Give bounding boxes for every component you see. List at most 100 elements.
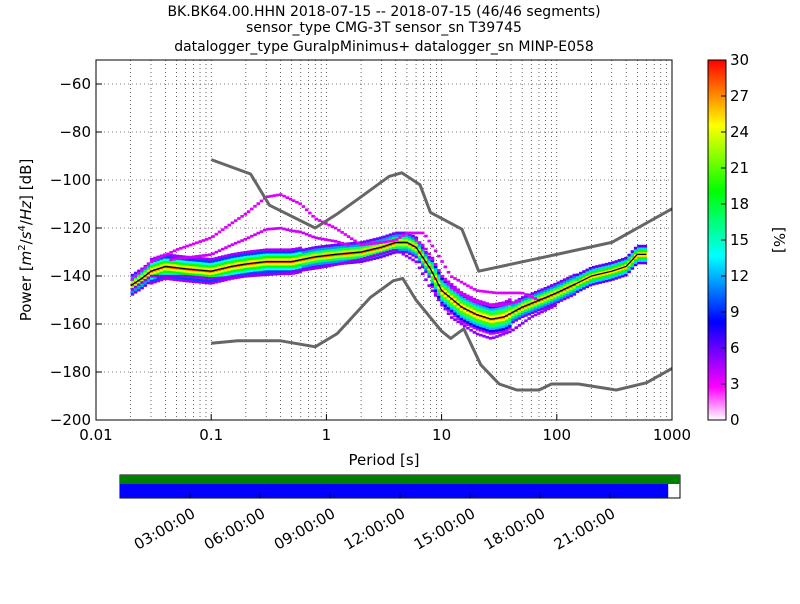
heatmap-cell <box>217 258 222 262</box>
heatmap-cell <box>469 324 473 328</box>
heatmap-cell <box>211 257 215 261</box>
heatmap-cell <box>491 304 496 308</box>
heatmap-cell <box>488 304 493 307</box>
heatmap-cell <box>169 261 173 264</box>
heatmap-cell <box>404 248 409 252</box>
heatmap-cell <box>453 285 457 289</box>
y-label-m: m <box>17 251 35 266</box>
colorbar-tick-label: 27 <box>730 87 749 105</box>
heatmap-cell <box>479 324 483 327</box>
heatmap-cell <box>414 253 419 257</box>
heatmap-cell <box>575 283 580 286</box>
heatmap-cell <box>185 270 190 273</box>
heatmap-cell <box>466 299 470 303</box>
heatmap-cell <box>562 297 567 301</box>
heatmap-cell <box>156 274 161 278</box>
heatmap-cell <box>462 309 467 313</box>
heatmap-cell <box>301 268 306 272</box>
heatmap-cell <box>524 309 528 312</box>
heatmap-cell <box>269 262 273 266</box>
heatmap-cell <box>311 260 315 264</box>
heatmap-cell <box>408 231 412 235</box>
heatmap-cell <box>453 292 457 296</box>
heatmap-cell <box>266 258 270 261</box>
heatmap-cell <box>179 255 183 258</box>
heatmap-cell <box>298 246 302 250</box>
heatmap-cell <box>391 232 396 236</box>
heatmap-cell <box>627 258 631 262</box>
heatmap-cell <box>566 293 570 297</box>
heatmap-cell <box>179 271 183 275</box>
heatmap-cell <box>253 274 257 277</box>
heatmap-cell <box>198 261 202 265</box>
heatmap-cell <box>237 256 241 260</box>
heatmap-cell <box>437 276 441 280</box>
heatmap-cell <box>162 272 167 276</box>
heatmap-cell <box>579 274 583 277</box>
heatmap-cell <box>324 261 328 265</box>
heatmap-cell <box>511 318 515 321</box>
heatmap-cell <box>150 274 154 278</box>
heatmap-cell <box>269 253 273 256</box>
heatmap-cell <box>233 275 238 279</box>
heatmap-cell <box>417 241 422 244</box>
heatmap-cell <box>195 256 199 260</box>
heatmap-cell <box>537 289 541 293</box>
heatmap-cell <box>220 255 225 259</box>
heatmap-cell <box>362 257 367 260</box>
heatmap-cell <box>398 243 402 247</box>
heatmap-cell <box>450 302 454 306</box>
heatmap-cell <box>314 266 319 270</box>
heatmap-cell <box>172 274 177 278</box>
heatmap-cell <box>214 256 219 260</box>
heatmap-cell <box>550 289 554 292</box>
heatmap-cell <box>395 243 399 247</box>
heatmap-cell <box>598 276 602 280</box>
heatmap-cell <box>304 268 309 272</box>
heatmap-cell <box>579 288 583 292</box>
heatmap-cell <box>491 327 496 330</box>
heatmap-cell <box>553 285 557 288</box>
heatmap-cell <box>366 242 370 246</box>
heatmap-cell <box>188 260 193 264</box>
heatmap-cell <box>230 272 235 275</box>
heatmap-cell <box>588 281 593 285</box>
heatmap-cell <box>369 238 373 242</box>
heatmap-cell <box>359 245 364 249</box>
heatmap-cell <box>340 247 344 251</box>
heatmap-cell <box>330 243 335 247</box>
heatmap-cell <box>617 259 622 262</box>
heatmap-cell <box>440 284 444 288</box>
heatmap-cell <box>188 272 193 276</box>
heatmap-cell <box>566 281 570 285</box>
heatmap-cell <box>614 262 619 266</box>
heatmap-cell <box>420 265 425 269</box>
y-label-s: s <box>17 231 35 239</box>
heatmap-cell <box>301 253 306 256</box>
heatmap-cell <box>269 250 273 254</box>
heatmap-cell <box>201 262 206 265</box>
heatmap-cell <box>611 263 615 267</box>
heatmap-cell <box>195 255 199 258</box>
heatmap-cell <box>550 306 554 309</box>
heatmap-cell <box>472 316 477 320</box>
heatmap-cell <box>514 304 519 308</box>
heatmap-cell <box>156 265 161 268</box>
heatmap-cell <box>208 262 212 266</box>
heatmap-cell <box>201 281 206 284</box>
heatmap-cell <box>495 312 499 315</box>
heatmap-cell <box>450 316 454 319</box>
heatmap-cell <box>266 253 270 256</box>
heatmap-cell <box>369 242 373 246</box>
heatmap-cell <box>253 254 257 258</box>
heatmap-cell <box>469 315 473 319</box>
heatmap-cell <box>324 265 328 268</box>
heatmap-cell <box>598 281 602 284</box>
heatmap-cell <box>404 236 409 240</box>
heatmap-cell <box>498 323 502 327</box>
heatmap-cell <box>617 261 622 265</box>
heatmap-cell <box>479 319 483 323</box>
heatmap-cell <box>211 277 215 280</box>
heatmap-cell <box>533 302 538 306</box>
